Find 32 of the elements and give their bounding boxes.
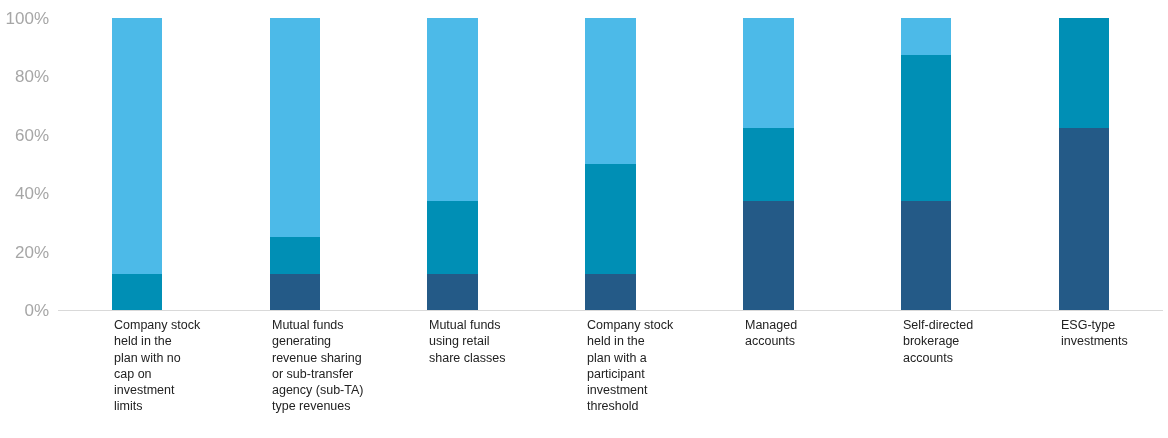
bar	[269, 237, 321, 274]
bar	[900, 18, 952, 55]
bar	[269, 273, 321, 310]
bar	[111, 273, 163, 310]
x-tick-label: Managed accounts	[745, 318, 798, 349]
bar	[427, 273, 478, 310]
y-tick-label: 80%	[14, 67, 49, 87]
x-tick-label: ESG-type investments	[1061, 318, 1128, 349]
bar	[585, 18, 636, 164]
x-tick-label: Mutual funds generating revenue sharing or sub-transfer agency (sub-TA) type revenues	[272, 318, 364, 414]
y-tick-label: 20%	[14, 242, 49, 262]
y-tick-label: 60%	[14, 125, 49, 145]
x-tick-label: Mutual funds using retail share classes	[429, 318, 506, 365]
y-tick-label: 100%	[5, 8, 49, 28]
x-tick-label: Self-directed brokerage accounts	[903, 318, 974, 365]
bar	[1058, 18, 1110, 128]
bar	[111, 18, 163, 274]
bar	[900, 54, 952, 201]
x-tick-label: Company stock held in the plan with a participant investment threshold	[587, 318, 674, 414]
bar	[1058, 127, 1110, 310]
bar	[743, 200, 794, 310]
bar	[427, 200, 478, 274]
bar	[743, 18, 794, 128]
bar	[585, 164, 636, 274]
bar	[743, 127, 794, 201]
bar	[269, 18, 321, 237]
x-tick-label: Company stock held in the plan with no cap on investment limits	[114, 318, 201, 414]
y-tick-label: 40%	[14, 184, 49, 204]
bar	[585, 273, 636, 310]
bar	[427, 18, 478, 201]
bar	[900, 200, 952, 310]
y-tick-label: 0%	[24, 300, 49, 320]
